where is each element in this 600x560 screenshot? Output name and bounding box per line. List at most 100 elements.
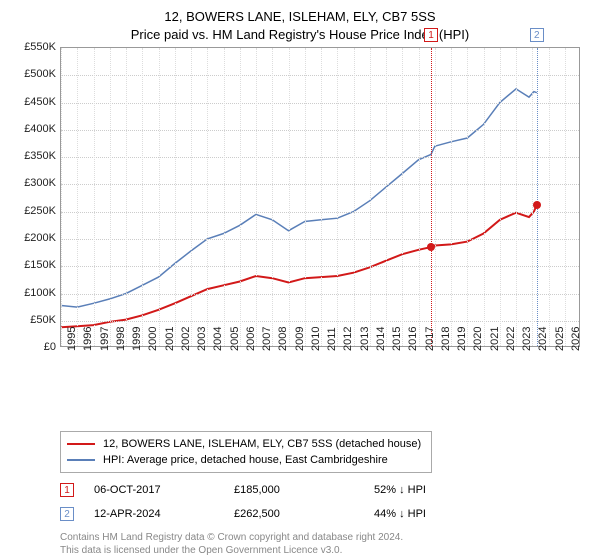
sale-dot: [427, 243, 435, 251]
y-axis-label: £450K: [10, 96, 56, 108]
y-axis-label: £250K: [10, 205, 56, 217]
y-axis-label: £300K: [10, 177, 56, 189]
gridline-v: [500, 48, 501, 346]
gridline-v: [305, 48, 306, 346]
transaction-hpi-delta: 52% ↓ HPI: [374, 484, 514, 496]
y-axis-label: £500K: [10, 68, 56, 80]
gridline-v: [354, 48, 355, 346]
gridline-v: [565, 48, 566, 346]
gridline-v: [321, 48, 322, 346]
gridline-h: [61, 157, 579, 158]
transaction-price: £185,000: [234, 484, 374, 496]
gridline-v: [272, 48, 273, 346]
x-axis-label: 2023: [519, 327, 533, 351]
x-axis-label: 1995: [64, 327, 78, 351]
x-axis-label: 2006: [243, 327, 257, 351]
x-axis-label: 2009: [292, 327, 306, 351]
transaction-marker-box: 1: [60, 483, 74, 497]
x-axis-label: 2020: [470, 327, 484, 351]
x-axis-label: 1999: [129, 327, 143, 351]
gridline-v: [467, 48, 468, 346]
x-axis-label: 2001: [162, 327, 176, 351]
gridline-v: [175, 48, 176, 346]
gridline-v: [256, 48, 257, 346]
marker-box: 2: [530, 28, 544, 42]
x-axis-label: 2004: [210, 327, 224, 351]
gridline-v: [549, 48, 550, 346]
gridline-h: [61, 103, 579, 104]
y-axis-label: £400K: [10, 123, 56, 135]
gridline-v: [532, 48, 533, 346]
gridline-h: [61, 321, 579, 322]
marker-box: 1: [424, 28, 438, 42]
x-axis-label: 2012: [340, 327, 354, 351]
transaction-marker-box: 2: [60, 507, 74, 521]
gridline-v: [386, 48, 387, 346]
y-axis-label: £50K: [10, 314, 56, 326]
footnote-1: Contains HM Land Registry data © Crown c…: [60, 532, 403, 543]
x-axis-label: 2008: [275, 327, 289, 351]
gridline-v: [370, 48, 371, 346]
chart-container: 12, BOWERS LANE, ISLEHAM, ELY, CB7 5SS P…: [0, 0, 600, 560]
gridline-v: [207, 48, 208, 346]
footnote-2: This data is licensed under the Open Gov…: [60, 545, 342, 556]
y-axis-label: £0: [10, 341, 56, 353]
transaction-price: £262,500: [234, 508, 374, 520]
gridline-v: [240, 48, 241, 346]
gridline-v: [402, 48, 403, 346]
gridline-v: [484, 48, 485, 346]
legend-item: HPI: Average price, detached house, East…: [67, 452, 421, 468]
gridline-v: [337, 48, 338, 346]
x-axis-label: 2011: [324, 327, 338, 351]
plot-region: 12: [60, 47, 580, 347]
gridline-v: [289, 48, 290, 346]
y-axis-label: £350K: [10, 150, 56, 162]
gridline-v: [419, 48, 420, 346]
x-axis-label: 2022: [503, 327, 517, 351]
gridline-v: [159, 48, 160, 346]
gridline-v: [94, 48, 95, 346]
gridline-h: [61, 75, 579, 76]
legend-label: HPI: Average price, detached house, East…: [103, 454, 388, 466]
transactions-list: 1 06-OCT-2017£185,00052% ↓ HPI 2 12-APR-202…: [10, 483, 590, 521]
transaction-row: 212-APR-2024£262,50044% ↓ HPI: [60, 507, 590, 521]
transaction-date: 06-OCT-2017: [94, 484, 234, 496]
x-axis-label: 1997: [97, 327, 111, 351]
sale-dot: [533, 201, 541, 209]
transaction-date: 12-APR-2024: [94, 508, 234, 520]
gridline-v: [61, 48, 62, 346]
x-axis-label: 2016: [405, 327, 419, 351]
x-axis-label: 2019: [454, 327, 468, 351]
legend: 12, BOWERS LANE, ISLEHAM, ELY, CB7 5SS (…: [60, 431, 432, 473]
gridline-v: [191, 48, 192, 346]
transaction-row: 1 06-OCT-2017£185,00052% ↓ HPI: [60, 483, 590, 497]
gridline-h: [61, 266, 579, 267]
y-axis-label: £200K: [10, 232, 56, 244]
legend-swatch: [67, 459, 95, 461]
x-axis-label: 2017: [422, 327, 436, 351]
y-axis-label: £550K: [10, 41, 56, 53]
x-axis-label: 2025: [552, 327, 566, 351]
gridline-h: [61, 184, 579, 185]
x-axis-label: 2013: [357, 327, 371, 351]
gridline-v: [110, 48, 111, 346]
marker-vline: [431, 48, 432, 346]
x-axis-label: 2014: [373, 327, 387, 351]
x-axis-label: 2010: [308, 327, 322, 351]
x-axis-label: 1996: [80, 327, 94, 351]
series-line: [61, 89, 537, 307]
x-axis-label: 2015: [389, 327, 403, 351]
marker-vline: [537, 48, 538, 346]
x-axis-label: 2002: [178, 327, 192, 351]
gridline-v: [435, 48, 436, 346]
legend-item: 12, BOWERS LANE, ISLEHAM, ELY, CB7 5SS (…: [67, 436, 421, 452]
title-line-1: 12, BOWERS LANE, ISLEHAM, ELY, CB7 5SS: [10, 8, 590, 26]
gridline-v: [126, 48, 127, 346]
gridline-v: [451, 48, 452, 346]
footnote: Contains HM Land Registry data © Crown c…: [60, 531, 590, 557]
x-axis-label: 1998: [113, 327, 127, 351]
x-axis-label: 2021: [487, 327, 501, 351]
x-axis-label: 2018: [438, 327, 452, 351]
gridline-h: [61, 130, 579, 131]
x-axis-label: 2024: [535, 327, 549, 351]
